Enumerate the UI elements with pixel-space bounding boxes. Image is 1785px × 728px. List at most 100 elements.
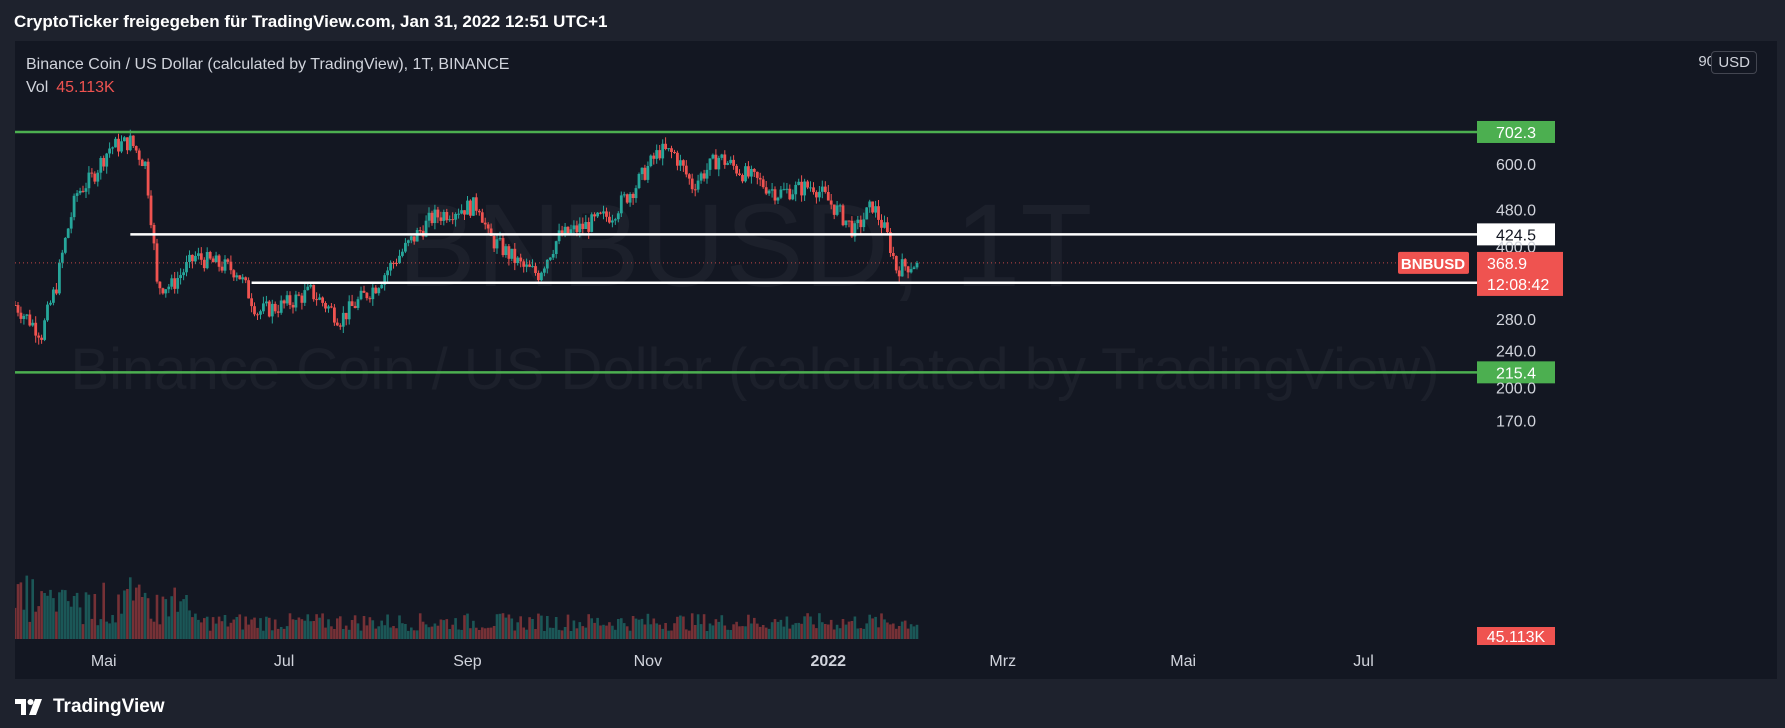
volume-bar xyxy=(353,615,357,639)
volume-bar xyxy=(723,625,727,639)
chart-legend: Binance Coin / US Dollar (calculated by … xyxy=(26,53,509,99)
candle-body xyxy=(862,219,866,228)
volume-bar xyxy=(200,622,203,639)
symbol-tag: BNBUSD xyxy=(1401,256,1465,273)
volume-bar xyxy=(294,619,298,639)
candle-body xyxy=(655,150,659,159)
candle-body xyxy=(285,295,289,304)
volume-bar xyxy=(614,629,617,639)
volume-bar xyxy=(690,613,694,639)
candle-body xyxy=(265,301,268,304)
candle-body xyxy=(359,290,363,300)
volume-bar xyxy=(395,628,398,639)
candle-body xyxy=(430,212,434,224)
chart-panel[interactable]: Binance Coin / US Dollar (calculated by … xyxy=(15,41,1777,679)
volume-bar xyxy=(19,582,23,639)
volume-bar xyxy=(191,617,194,639)
candle-body xyxy=(859,219,863,228)
candle-body xyxy=(448,219,452,221)
candle-body xyxy=(395,263,398,264)
candle-body xyxy=(823,186,827,192)
volume-bar xyxy=(617,619,620,639)
candle-body xyxy=(137,150,141,160)
volume-bar xyxy=(149,618,153,639)
candle-body xyxy=(495,239,499,249)
symbol-line[interactable]: Binance Coin / US Dollar (calculated by … xyxy=(26,56,510,73)
candle-body xyxy=(398,255,401,264)
y-tick-label: 280.0 xyxy=(1496,312,1536,329)
candle-body xyxy=(250,298,253,307)
volume-bar xyxy=(61,589,64,639)
candle-body xyxy=(134,146,138,151)
candle-body xyxy=(335,322,339,326)
volume-bar xyxy=(321,613,324,639)
volume-bar xyxy=(711,625,715,639)
volume-bar xyxy=(516,622,519,639)
volume-bar xyxy=(392,626,395,639)
candle-body xyxy=(507,246,511,259)
volume-bar xyxy=(108,623,111,639)
volume-bar xyxy=(312,621,315,639)
volume-bar xyxy=(161,596,165,639)
volume-bar xyxy=(265,616,268,639)
candle-body xyxy=(244,277,248,281)
candle-body xyxy=(628,194,632,203)
candle-body xyxy=(874,206,877,213)
candle-body xyxy=(34,322,38,336)
price-chart[interactable]: BNBUSD, 1T Binance Coin / US Dollar (calc… xyxy=(15,41,1777,679)
candle-body xyxy=(551,254,555,258)
volume-bar xyxy=(279,627,283,639)
candle-body xyxy=(37,335,41,338)
volume-bar xyxy=(498,613,502,639)
volume-bar xyxy=(696,614,700,639)
y-tick-label: 480.0 xyxy=(1496,202,1536,219)
volume-bar xyxy=(856,628,860,639)
volume-bar xyxy=(788,628,792,639)
candle-body xyxy=(729,159,733,164)
volume-bar xyxy=(99,619,103,639)
volume-bar xyxy=(205,616,209,639)
candle-body xyxy=(829,200,833,205)
candle-body xyxy=(794,184,798,195)
candle-body xyxy=(270,303,274,317)
candle-body xyxy=(161,288,165,294)
candle-body xyxy=(599,212,602,214)
candle-body xyxy=(637,174,641,188)
candle-body xyxy=(128,135,132,151)
volume-bar xyxy=(315,614,318,639)
candle-body xyxy=(525,264,528,267)
candle-body xyxy=(646,166,650,180)
candle-body xyxy=(480,212,484,223)
volume-bar xyxy=(747,614,750,639)
x-tick-label: Sep xyxy=(453,653,482,670)
candle-body xyxy=(58,262,61,294)
volume-bar xyxy=(164,599,168,639)
candle-body xyxy=(779,189,783,198)
candle-body xyxy=(770,189,774,191)
volume-bar xyxy=(327,619,330,639)
candle-body xyxy=(424,220,428,237)
volume-bar xyxy=(622,623,626,639)
candle-body xyxy=(454,214,457,220)
volume-bar xyxy=(522,627,525,639)
candle-body xyxy=(543,268,546,273)
currency-button[interactable]: USD xyxy=(1711,51,1757,74)
candle-body xyxy=(584,222,588,229)
volume-bar xyxy=(475,627,478,639)
candle-body xyxy=(687,174,691,179)
volume-bar xyxy=(433,623,437,639)
volume-bar xyxy=(401,623,404,639)
candle-body xyxy=(211,258,215,263)
volume-bar xyxy=(900,621,904,639)
volume-bar xyxy=(605,625,608,639)
volume-bar xyxy=(344,625,348,639)
volume-legend[interactable]: Vol 45.113K xyxy=(26,76,509,99)
volume-bar xyxy=(865,623,868,639)
candle-body xyxy=(247,280,250,299)
volume-bar xyxy=(575,628,579,639)
candle-body xyxy=(368,298,372,300)
candle-body xyxy=(699,173,703,181)
volume-bar xyxy=(587,614,590,639)
candle-body xyxy=(303,290,307,303)
volume-bar xyxy=(794,623,797,639)
